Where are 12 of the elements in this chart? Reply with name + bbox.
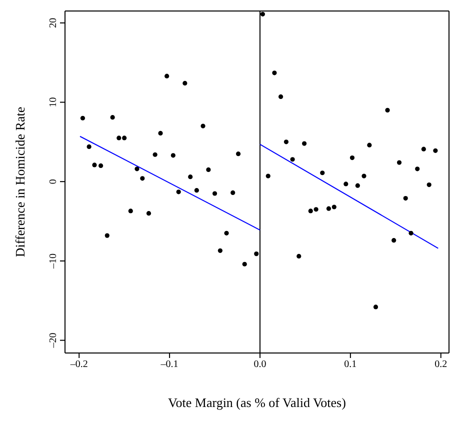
x-axis-title: Vote Margin (as % of Valid Votes) — [168, 395, 346, 410]
y-tick-label: –10 — [48, 253, 59, 270]
y-tick-label: –20 — [48, 332, 59, 349]
x-tick-label: –0.2 — [69, 359, 88, 370]
x-tick-label: –0.1 — [160, 359, 178, 370]
y-tick-label: 10 — [48, 97, 59, 108]
y-axis-title: Difference in Homicide Rate — [12, 106, 28, 258]
x-tick-label: 0.2 — [434, 359, 448, 370]
y-tick-label: 20 — [48, 18, 59, 28]
y-tick-label: 0 — [48, 179, 59, 184]
x-tick-label: 0.0 — [254, 359, 266, 370]
x-tick-label: 0.1 — [344, 359, 357, 370]
